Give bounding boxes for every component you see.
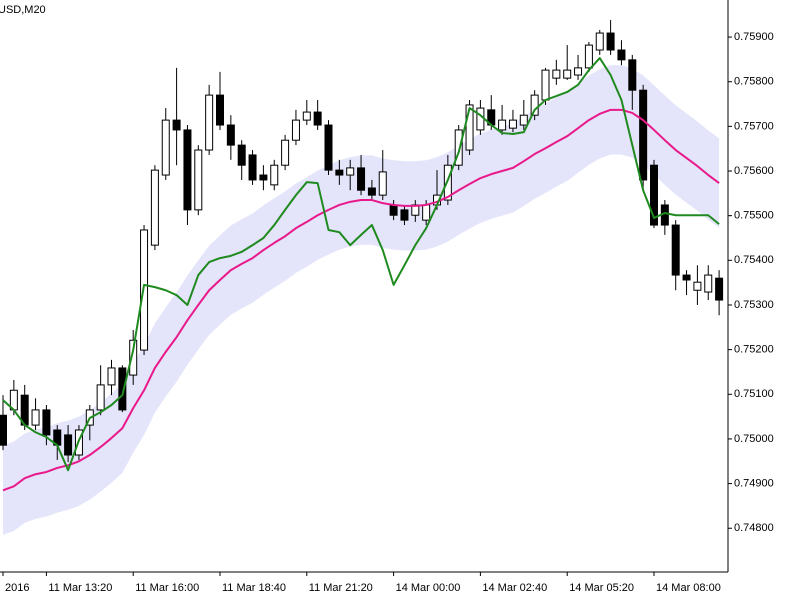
y-tick-label: 0.75800 [734, 76, 774, 88]
candle-body [563, 69, 572, 79]
candle-body [248, 154, 257, 181]
candle-body [161, 119, 170, 176]
candle-body [519, 114, 528, 126]
candle-body [476, 107, 485, 131]
candle-body [118, 367, 127, 411]
candle-body [324, 124, 333, 171]
candle-body [291, 119, 300, 141]
x-tick-label: 2016 [5, 582, 29, 594]
candle-body [237, 144, 246, 166]
candle-body [682, 274, 691, 281]
candle-body [259, 174, 268, 181]
candle-body [639, 89, 648, 181]
x-tick-label: 11 Mar 21:20 [309, 582, 373, 594]
candle-body [367, 187, 376, 196]
x-tick-label: 11 Mar 18:40 [222, 582, 286, 594]
candle-body [422, 204, 431, 221]
candle-body [693, 281, 702, 291]
candle-body [508, 119, 517, 129]
candle-body [150, 169, 159, 246]
y-tick-label: 0.75200 [734, 344, 774, 356]
x-tick-label: 11 Mar 16:00 [135, 582, 199, 594]
candle-body [0, 414, 7, 446]
candle-body [443, 164, 452, 201]
candle-body [270, 164, 279, 186]
candle-body [650, 164, 658, 226]
candle-body [346, 167, 355, 176]
x-tick-label: 14 Mar 02:40 [482, 582, 547, 594]
candle-body [42, 409, 51, 436]
candle-body [357, 167, 366, 191]
candle-body [129, 339, 138, 376]
candle-body [574, 67, 583, 76]
y-tick-label: 0.75100 [734, 388, 774, 400]
y-tick-label: 0.74800 [734, 522, 774, 534]
candle-body [313, 111, 322, 126]
candle-body [378, 171, 387, 196]
band [3, 65, 720, 535]
candle-body [400, 209, 409, 221]
candle-body [552, 69, 561, 79]
candle-body [595, 32, 604, 51]
candle-body [617, 49, 626, 61]
candle-body [584, 44, 593, 69]
candle-body [628, 59, 637, 91]
candle-body [172, 119, 181, 131]
candle-body [465, 104, 474, 151]
candle-body [715, 277, 724, 301]
candle-body [183, 129, 192, 211]
y-tick-label: 0.75700 [734, 120, 774, 132]
y-tick-label: 0.75300 [734, 299, 774, 311]
candle-body [335, 169, 344, 176]
candle-body [226, 124, 235, 146]
candle-body [64, 434, 73, 456]
candle-body [454, 129, 463, 166]
candle-body [671, 224, 680, 276]
candle-body [96, 384, 105, 411]
x-tick-label: 14 Mar 05:20 [569, 582, 634, 594]
candle-body [704, 274, 713, 293]
candle-body [281, 139, 290, 166]
plot-area [0, 20, 724, 535]
candle-body [606, 32, 615, 51]
candle-body [31, 409, 40, 426]
candle-body [389, 204, 398, 216]
candle-body [205, 94, 214, 151]
x-tick-label: 14 Mar 00:00 [396, 582, 461, 594]
y-tick-label: 0.75500 [734, 210, 774, 222]
candle-body [194, 149, 203, 211]
candle-body [530, 94, 539, 116]
candle-body [216, 94, 224, 126]
indicator-line [2, 57, 720, 472]
x-tick-label: 14 Mar 08:00 [656, 582, 721, 594]
y-tick-label: 0.75000 [734, 433, 774, 445]
y-tick-label: 0.75900 [734, 31, 774, 43]
x-tick-label: 11 Mar 13:20 [48, 582, 112, 594]
y-tick-label: 0.75600 [734, 165, 774, 177]
indicator-line [2, 108, 720, 492]
chart-title: USD,M20 [0, 4, 46, 16]
candle-body [498, 119, 507, 131]
y-tick-label: 0.74900 [734, 477, 774, 489]
candle-body [541, 69, 550, 101]
y-tick-label: 0.75400 [734, 254, 774, 266]
candle-body [107, 367, 116, 386]
candle-body [302, 111, 311, 121]
